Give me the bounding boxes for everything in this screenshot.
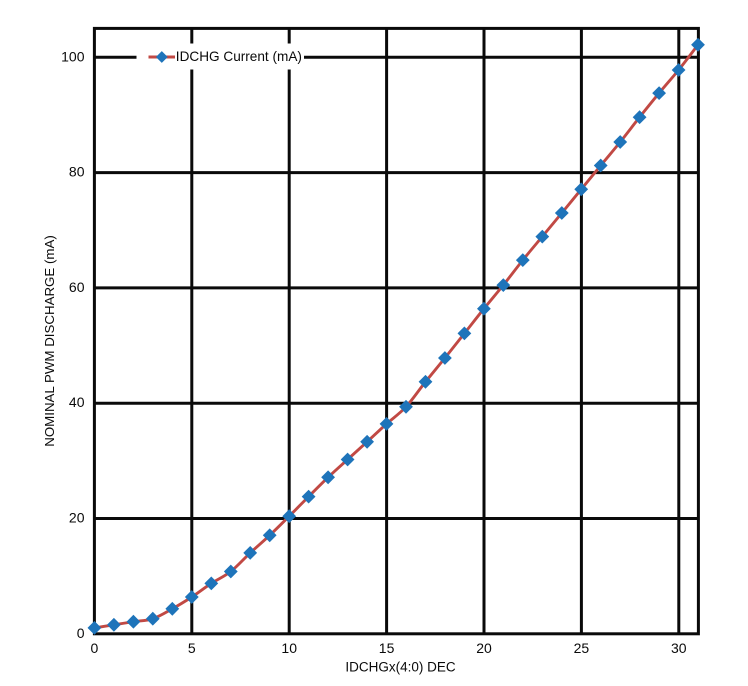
svg-text:10: 10 [281, 640, 297, 656]
svg-text:80: 80 [69, 164, 85, 180]
svg-text:0: 0 [77, 625, 85, 641]
svg-text:15: 15 [379, 640, 395, 656]
svg-text:30: 30 [671, 640, 687, 656]
svg-text:20: 20 [476, 640, 492, 656]
svg-text:IDCHGx(4:0) DEC: IDCHGx(4:0) DEC [345, 659, 456, 674]
svg-text:100: 100 [61, 48, 85, 64]
svg-text:0: 0 [91, 640, 99, 656]
svg-text:5: 5 [188, 640, 196, 656]
svg-text:25: 25 [574, 640, 590, 656]
svg-text:NOMINAL PWM DISCHARGE (mA): NOMINAL PWM DISCHARGE (mA) [42, 235, 57, 447]
svg-text:40: 40 [69, 394, 85, 410]
svg-text:60: 60 [69, 279, 85, 295]
svg-text:IDCHG Current (mA): IDCHG Current (mA) [176, 49, 302, 64]
svg-text:20: 20 [69, 510, 85, 526]
